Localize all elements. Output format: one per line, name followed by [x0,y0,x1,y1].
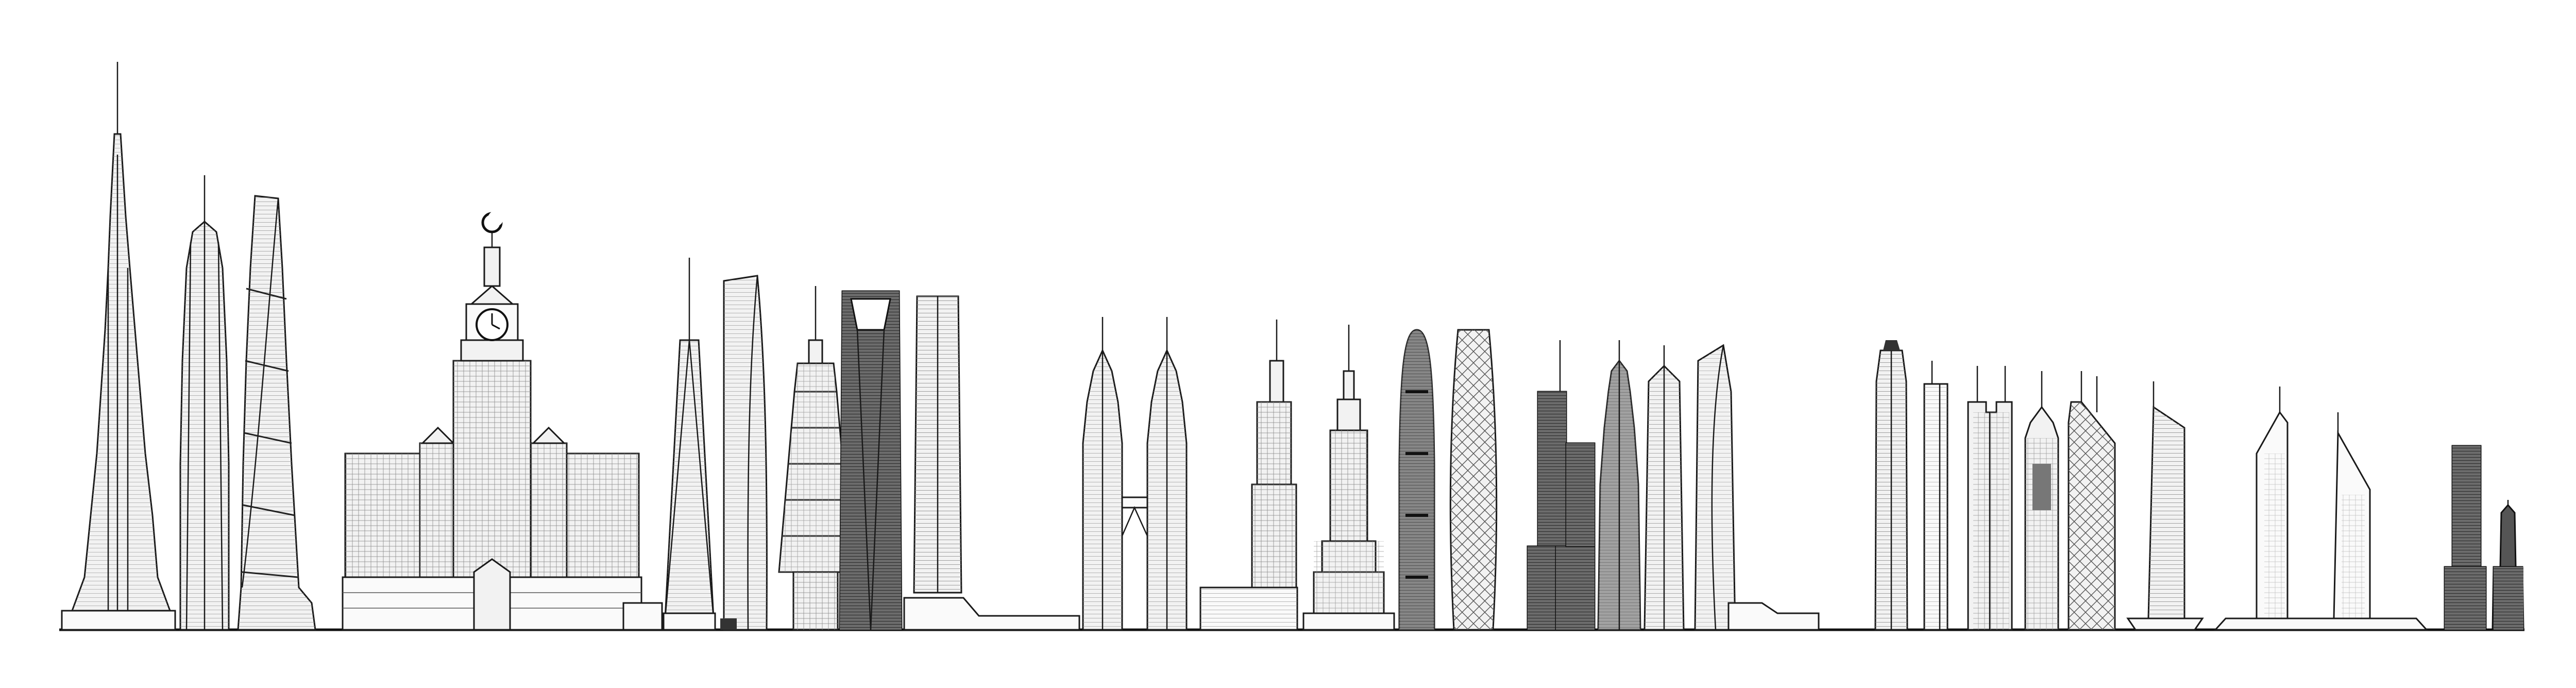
building-stepped-tower [1200,320,1297,630]
building-slab-tower [904,296,1079,630]
building-clock-minaret [2493,500,2523,630]
crescent-moon-icon [483,211,503,232]
building-one-world-trade-center [664,258,715,630]
building-willis-tower [1528,340,1595,630]
building-twin-spire-tower [1968,366,2012,630]
building-burj-khalifa [62,62,175,630]
building-angled-glass-tower [2128,381,2202,630]
building-pointed-tower [1645,345,1684,630]
building-art-deco-tower [2025,371,2058,630]
building-capsule-tower [1399,330,1434,630]
building-ifc-tower [1875,340,1907,630]
building-petronas-towers [1083,317,1187,630]
building-abraj-al-bait [343,211,662,630]
building-emirates-towers [2215,387,2427,630]
building-shanghai-tower [238,196,315,630]
building-empire-state [1303,325,1394,630]
building-curved-tower [720,276,767,630]
building-dark-tower [2445,446,2486,630]
building-slim-mast-tower [1924,361,1947,630]
building-merdeka-118 [180,175,229,630]
building-diagrid-tower [1450,330,1496,630]
building-bank-of-china [2069,371,2115,630]
building-sail-tower [1695,345,1819,630]
building-shanghai-world-financial-center [840,291,902,630]
building-jin-mao [1598,340,1640,630]
